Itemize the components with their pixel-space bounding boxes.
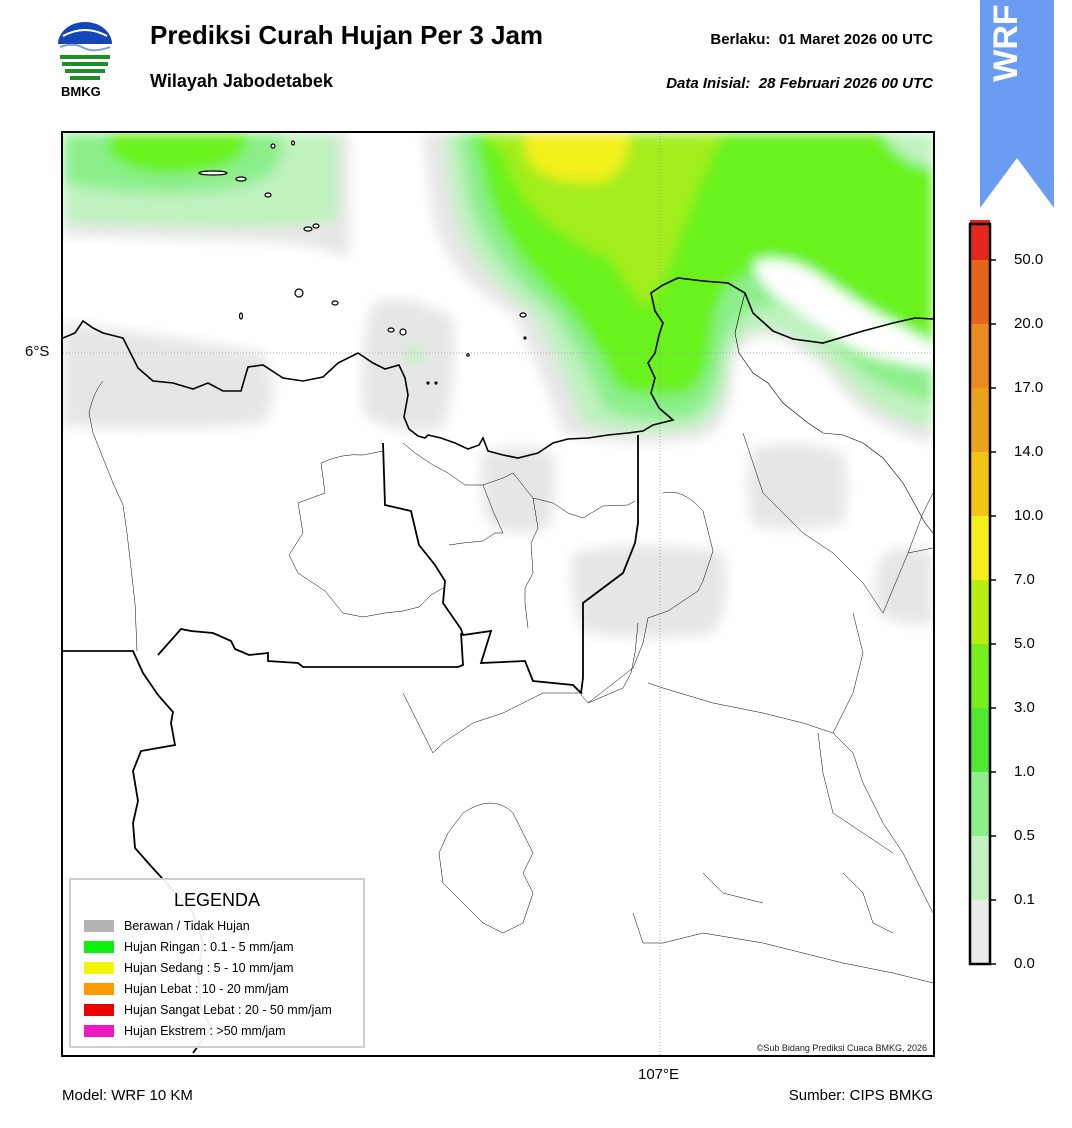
legend-label: Hujan Ekstrem : >50 mm/jam [124, 1024, 286, 1038]
init-time: 28 Februari 2026 00 UTC [758, 75, 933, 92]
legend-title: LEGENDA [173, 890, 261, 910]
legend-swatch [84, 962, 114, 974]
model-info: Model: WRF 10 KM [62, 1087, 193, 1104]
longitude-label: 107°E [638, 1066, 680, 1083]
bmkg-logo-icon [58, 22, 112, 80]
map-canvas [63, 133, 933, 1055]
precip-shading [63, 133, 933, 638]
colorbar-block [970, 388, 990, 452]
colorbar-block [970, 452, 990, 516]
colorbar-block [970, 324, 990, 388]
colorbar-tick-label: 7.0 [1014, 571, 1035, 588]
colorbar-block [970, 260, 990, 324]
colorbar-tick-label: 20.0 [1014, 315, 1044, 332]
colorbar-tick-label: 5.0 [1014, 635, 1035, 652]
colorbar-blocks [970, 220, 990, 964]
valid-label: Berlaku: [710, 31, 771, 48]
region-subtitle: Wilayah Jabodetabek [150, 71, 333, 91]
colorbar-block [970, 772, 990, 836]
colorbar-tick-label: 10.0 [1014, 507, 1044, 524]
colorbar-ticks [990, 259, 996, 965]
legend-item-ekstrem: Hujan Ekstrem : >50 mm/jam [84, 1023, 286, 1039]
colorbar-tick-label: 14.0 [1014, 443, 1044, 460]
colorbar-tick-label: 0.1 [1014, 891, 1035, 908]
colorbar-block [970, 516, 990, 580]
colorbar-block [970, 644, 990, 708]
coastline-east [734, 292, 933, 534]
colorbar-block [970, 220, 990, 260]
init-label: Data Inisial: [666, 75, 751, 92]
thousand-islands [198, 140, 527, 385]
latitude-label: 6°S [25, 343, 50, 360]
legend-label: Hujan Ringan : 0.1 - 5 mm/jam [124, 940, 294, 954]
colorbar-block [970, 708, 990, 772]
province-border-central [157, 628, 464, 668]
source-info: Sumber: CIPS BMKG [788, 1087, 933, 1104]
legend-item-lebat: Hujan Lebat : 10 - 20 mm/jam [84, 981, 289, 997]
legend-item-sangat-lebat: Hujan Sangat Lebat : 20 - 50 mm/jam [84, 1002, 332, 1018]
colorbar-block [970, 836, 990, 900]
legend-item-ringan: Hujan Ringan : 0.1 - 5 mm/jam [84, 939, 294, 955]
legend-swatch [84, 1004, 114, 1016]
colorbar-tick-label: 50.0 [1014, 251, 1044, 268]
colorbar-tick-label: 3.0 [1014, 699, 1035, 716]
valid-time-row: Berlaku: 01 Maret 2026 00 UTC [710, 31, 933, 48]
legend-swatch [84, 1025, 114, 1037]
wrf-banner: WRF [980, 0, 1054, 208]
legend-swatch [84, 941, 114, 953]
logo-label: BMKG [61, 84, 101, 99]
colorbar [968, 220, 996, 966]
colorbar-tick-label: 0.5 [1014, 827, 1035, 844]
coastline [63, 277, 933, 459]
legend-item-berawan: Berawan / Tidak Hujan [84, 918, 250, 934]
legend-box: LEGENDA Berawan / Tidak Hujan Hujan Ring… [69, 878, 365, 1048]
copyright-note: ©Sub Bidang Prediksi Cuaca BMKG, 2026 [756, 1043, 927, 1053]
legend-item-sedang: Hujan Sedang : 5 - 10 mm/jam [84, 960, 294, 976]
legend-label: Berawan / Tidak Hujan [124, 919, 250, 933]
legend-swatch [84, 983, 114, 995]
colorbar-tick-label: 1.0 [1014, 763, 1035, 780]
valid-time: 01 Maret 2026 00 UTC [778, 31, 933, 48]
legend-label: Hujan Lebat : 10 - 20 mm/jam [124, 982, 289, 996]
colorbar-block [970, 900, 990, 964]
legend-label: Hujan Sangat Lebat : 20 - 50 mm/jam [124, 1003, 332, 1017]
rainfall-map[interactable]: LEGENDA Berawan / Tidak Hujan Hujan Ring… [61, 131, 935, 1057]
wrf-banner-text: WRF [987, 4, 1025, 81]
page-title: Prediksi Curah Hujan Per 3 Jam [150, 20, 544, 50]
legend-swatch [84, 920, 114, 932]
colorbar-tick-label: 0.0 [1014, 955, 1035, 972]
init-time-row: Data Inisial: 28 Februari 2026 00 UTC [666, 75, 933, 92]
province-border [382, 435, 639, 695]
regency-borders [88, 380, 933, 984]
colorbar-block [970, 580, 990, 644]
colorbar-tick-label: 17.0 [1014, 379, 1044, 396]
legend-label: Hujan Sedang : 5 - 10 mm/jam [124, 961, 294, 975]
